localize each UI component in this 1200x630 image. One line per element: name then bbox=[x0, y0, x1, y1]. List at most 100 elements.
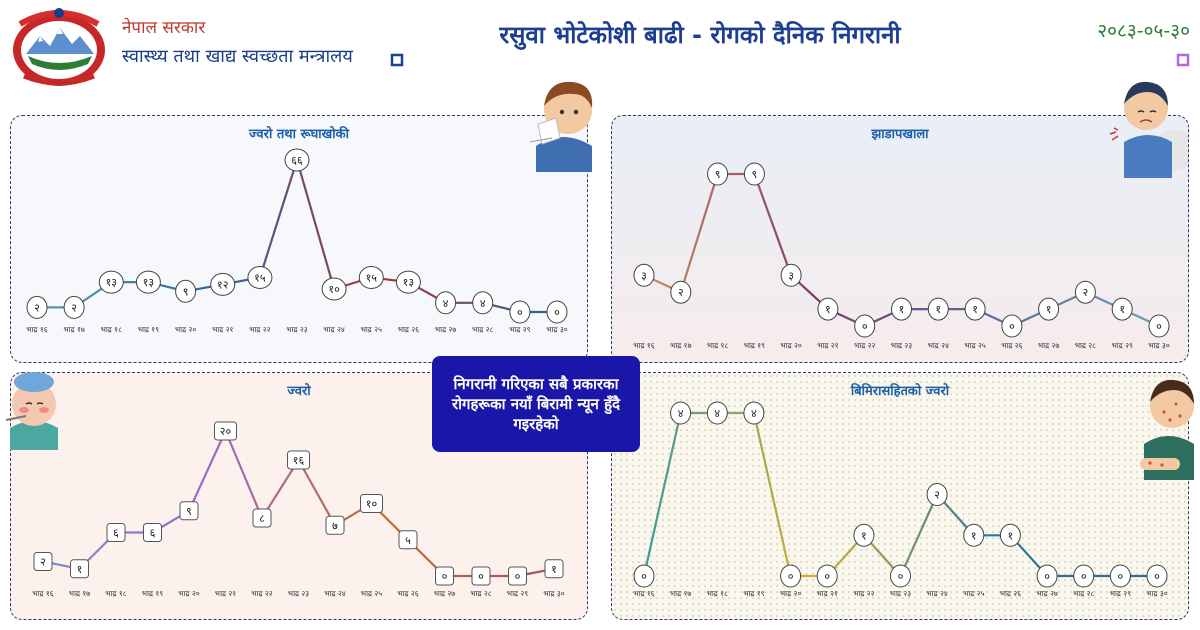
data-label: ६ bbox=[113, 527, 119, 540]
x-tick-label: भाद्र ३० bbox=[546, 325, 567, 334]
data-point bbox=[853, 523, 875, 547]
x-tick-label: भाद्र २९ bbox=[1110, 589, 1131, 598]
data-point bbox=[1001, 314, 1023, 338]
data-point bbox=[1111, 297, 1133, 321]
chart-panel-fever-rash: बिमिरासहितको ज्वरो ० भाद्र १६ ४ भाद्र १७ ४ भा… bbox=[611, 372, 1189, 620]
x-tick-label: भाद्र २४ bbox=[323, 325, 344, 334]
data-point bbox=[247, 266, 273, 289]
x-tick-label: भाद्र २३ bbox=[891, 341, 912, 350]
x-tick-label: भाद्र २३ bbox=[288, 589, 309, 598]
data-point bbox=[360, 494, 383, 513]
data-point bbox=[670, 401, 692, 425]
data-point bbox=[707, 162, 729, 186]
x-tick-label: भाद्र १८ bbox=[101, 325, 122, 334]
page-title: रसुवा भोटेकोशी बाढी - रोगको दैनिक निगरान… bbox=[499, 21, 901, 49]
chart-title: झाडापखाला bbox=[871, 127, 929, 142]
data-point bbox=[780, 564, 802, 588]
data-label: १ bbox=[77, 563, 83, 576]
data-point bbox=[1038, 297, 1060, 321]
data-label: १ bbox=[825, 303, 831, 316]
x-tick-label: भाद्र २६ bbox=[1000, 589, 1021, 598]
data-label: ० bbox=[1009, 320, 1015, 333]
data-point bbox=[435, 566, 454, 586]
data-label: ८ bbox=[259, 512, 265, 525]
x-tick-label: भाद्र १७ bbox=[69, 589, 90, 598]
x-tick-label: भाद्र २६ bbox=[397, 589, 418, 598]
sneezing-child-icon bbox=[529, 81, 593, 172]
data-point bbox=[358, 266, 384, 289]
x-tick-label: भाद्र २४ bbox=[928, 341, 949, 350]
data-label: २ bbox=[40, 556, 46, 569]
x-tick-label: भाद्र १६ bbox=[633, 341, 654, 350]
data-point bbox=[670, 280, 692, 304]
x-tick-label: भाद्र २८ bbox=[472, 325, 493, 334]
x-tick-label: भाद्र १८ bbox=[105, 589, 126, 598]
x-tick-label: भाद्र २३ bbox=[890, 589, 911, 598]
government-name: नेपाल सरकार bbox=[122, 18, 206, 38]
data-label: ४ bbox=[714, 407, 720, 420]
data-point bbox=[26, 295, 48, 319]
data-label: १५ bbox=[366, 272, 378, 285]
data-point bbox=[927, 297, 949, 321]
x-tick-label: भाद्र २८ bbox=[1073, 589, 1094, 598]
data-point bbox=[963, 523, 985, 547]
data-label: ० bbox=[1118, 570, 1124, 583]
report-date: २०८३-०५-३० bbox=[1097, 20, 1190, 42]
data-label: १३ bbox=[106, 276, 117, 289]
x-tick-label: भाद्र २२ bbox=[251, 589, 272, 598]
data-label: ९ bbox=[715, 168, 721, 181]
data-point bbox=[210, 272, 236, 296]
chart-cold-cough: २ भाद्र १६ २ भाद्र १७ १३ भाद्र १८ १३ भाद्र १९ ९ भ… bbox=[26, 148, 568, 334]
x-tick-label: भाद्र २० bbox=[175, 325, 196, 334]
data-label: ० bbox=[1154, 570, 1160, 583]
data-label: १२ bbox=[217, 278, 228, 291]
data-label: १५ bbox=[254, 272, 266, 285]
x-tick-label: भाद्र १८ bbox=[707, 589, 728, 598]
data-point bbox=[854, 314, 876, 338]
data-label: ३ bbox=[788, 269, 794, 282]
data-label: २ bbox=[71, 301, 77, 314]
data-point bbox=[252, 508, 272, 528]
data-point bbox=[633, 263, 655, 287]
data-label: ० bbox=[515, 570, 521, 583]
series-line bbox=[642, 411, 1157, 578]
sick-child-ice-pack-icon bbox=[5, 372, 58, 450]
x-tick-label: भाद्र २२ bbox=[249, 325, 270, 334]
data-label: १ bbox=[861, 529, 867, 542]
data-point bbox=[508, 566, 527, 586]
data-label: ४ bbox=[751, 407, 757, 420]
x-tick-label: भाद्र १९ bbox=[142, 589, 163, 598]
data-point bbox=[63, 295, 85, 319]
data-point bbox=[471, 566, 491, 586]
x-tick-label: भाद्र २८ bbox=[1075, 341, 1096, 350]
data-point bbox=[890, 564, 911, 588]
data-label: ९ bbox=[752, 168, 758, 181]
x-tick-label: भाद्र २९ bbox=[507, 589, 528, 598]
x-tick-label: भाद्र २५ bbox=[361, 325, 382, 334]
data-label: ९ bbox=[183, 285, 189, 298]
data-label: १३ bbox=[143, 276, 154, 289]
data-label: १ bbox=[972, 303, 978, 316]
data-point bbox=[743, 401, 765, 425]
data-label: ० bbox=[898, 570, 904, 583]
data-point bbox=[964, 297, 986, 321]
data-point bbox=[999, 523, 1021, 547]
chart-title: ज्वरो bbox=[287, 384, 311, 399]
data-label: १६ bbox=[293, 454, 305, 467]
data-label: १ bbox=[899, 303, 905, 316]
chart-title: ज्वरो तथा रूघाखोकी bbox=[249, 127, 349, 142]
stomach-ache-child-icon bbox=[1109, 81, 1188, 178]
x-tick-label: भाद्र २४ bbox=[926, 589, 947, 598]
data-point bbox=[325, 515, 345, 535]
chart-fever-rash: ० भाद्र १६ ४ भाद्र १७ ४ भाद्र १८ ४ भाद्र १९ ० भाद… bbox=[633, 401, 1168, 598]
data-label: ० bbox=[478, 570, 484, 583]
x-tick-label: भाद्र २३ bbox=[286, 325, 307, 334]
data-point bbox=[743, 162, 765, 186]
x-tick-label: भाद्र १७ bbox=[670, 341, 691, 350]
title-underline bbox=[390, 53, 1190, 67]
x-tick-label: भाद्र २२ bbox=[854, 341, 875, 350]
data-label: १३ bbox=[403, 276, 414, 289]
data-point bbox=[284, 148, 310, 172]
data-point bbox=[1036, 564, 1058, 588]
x-tick-label: भाद्र २७ bbox=[1038, 341, 1059, 350]
